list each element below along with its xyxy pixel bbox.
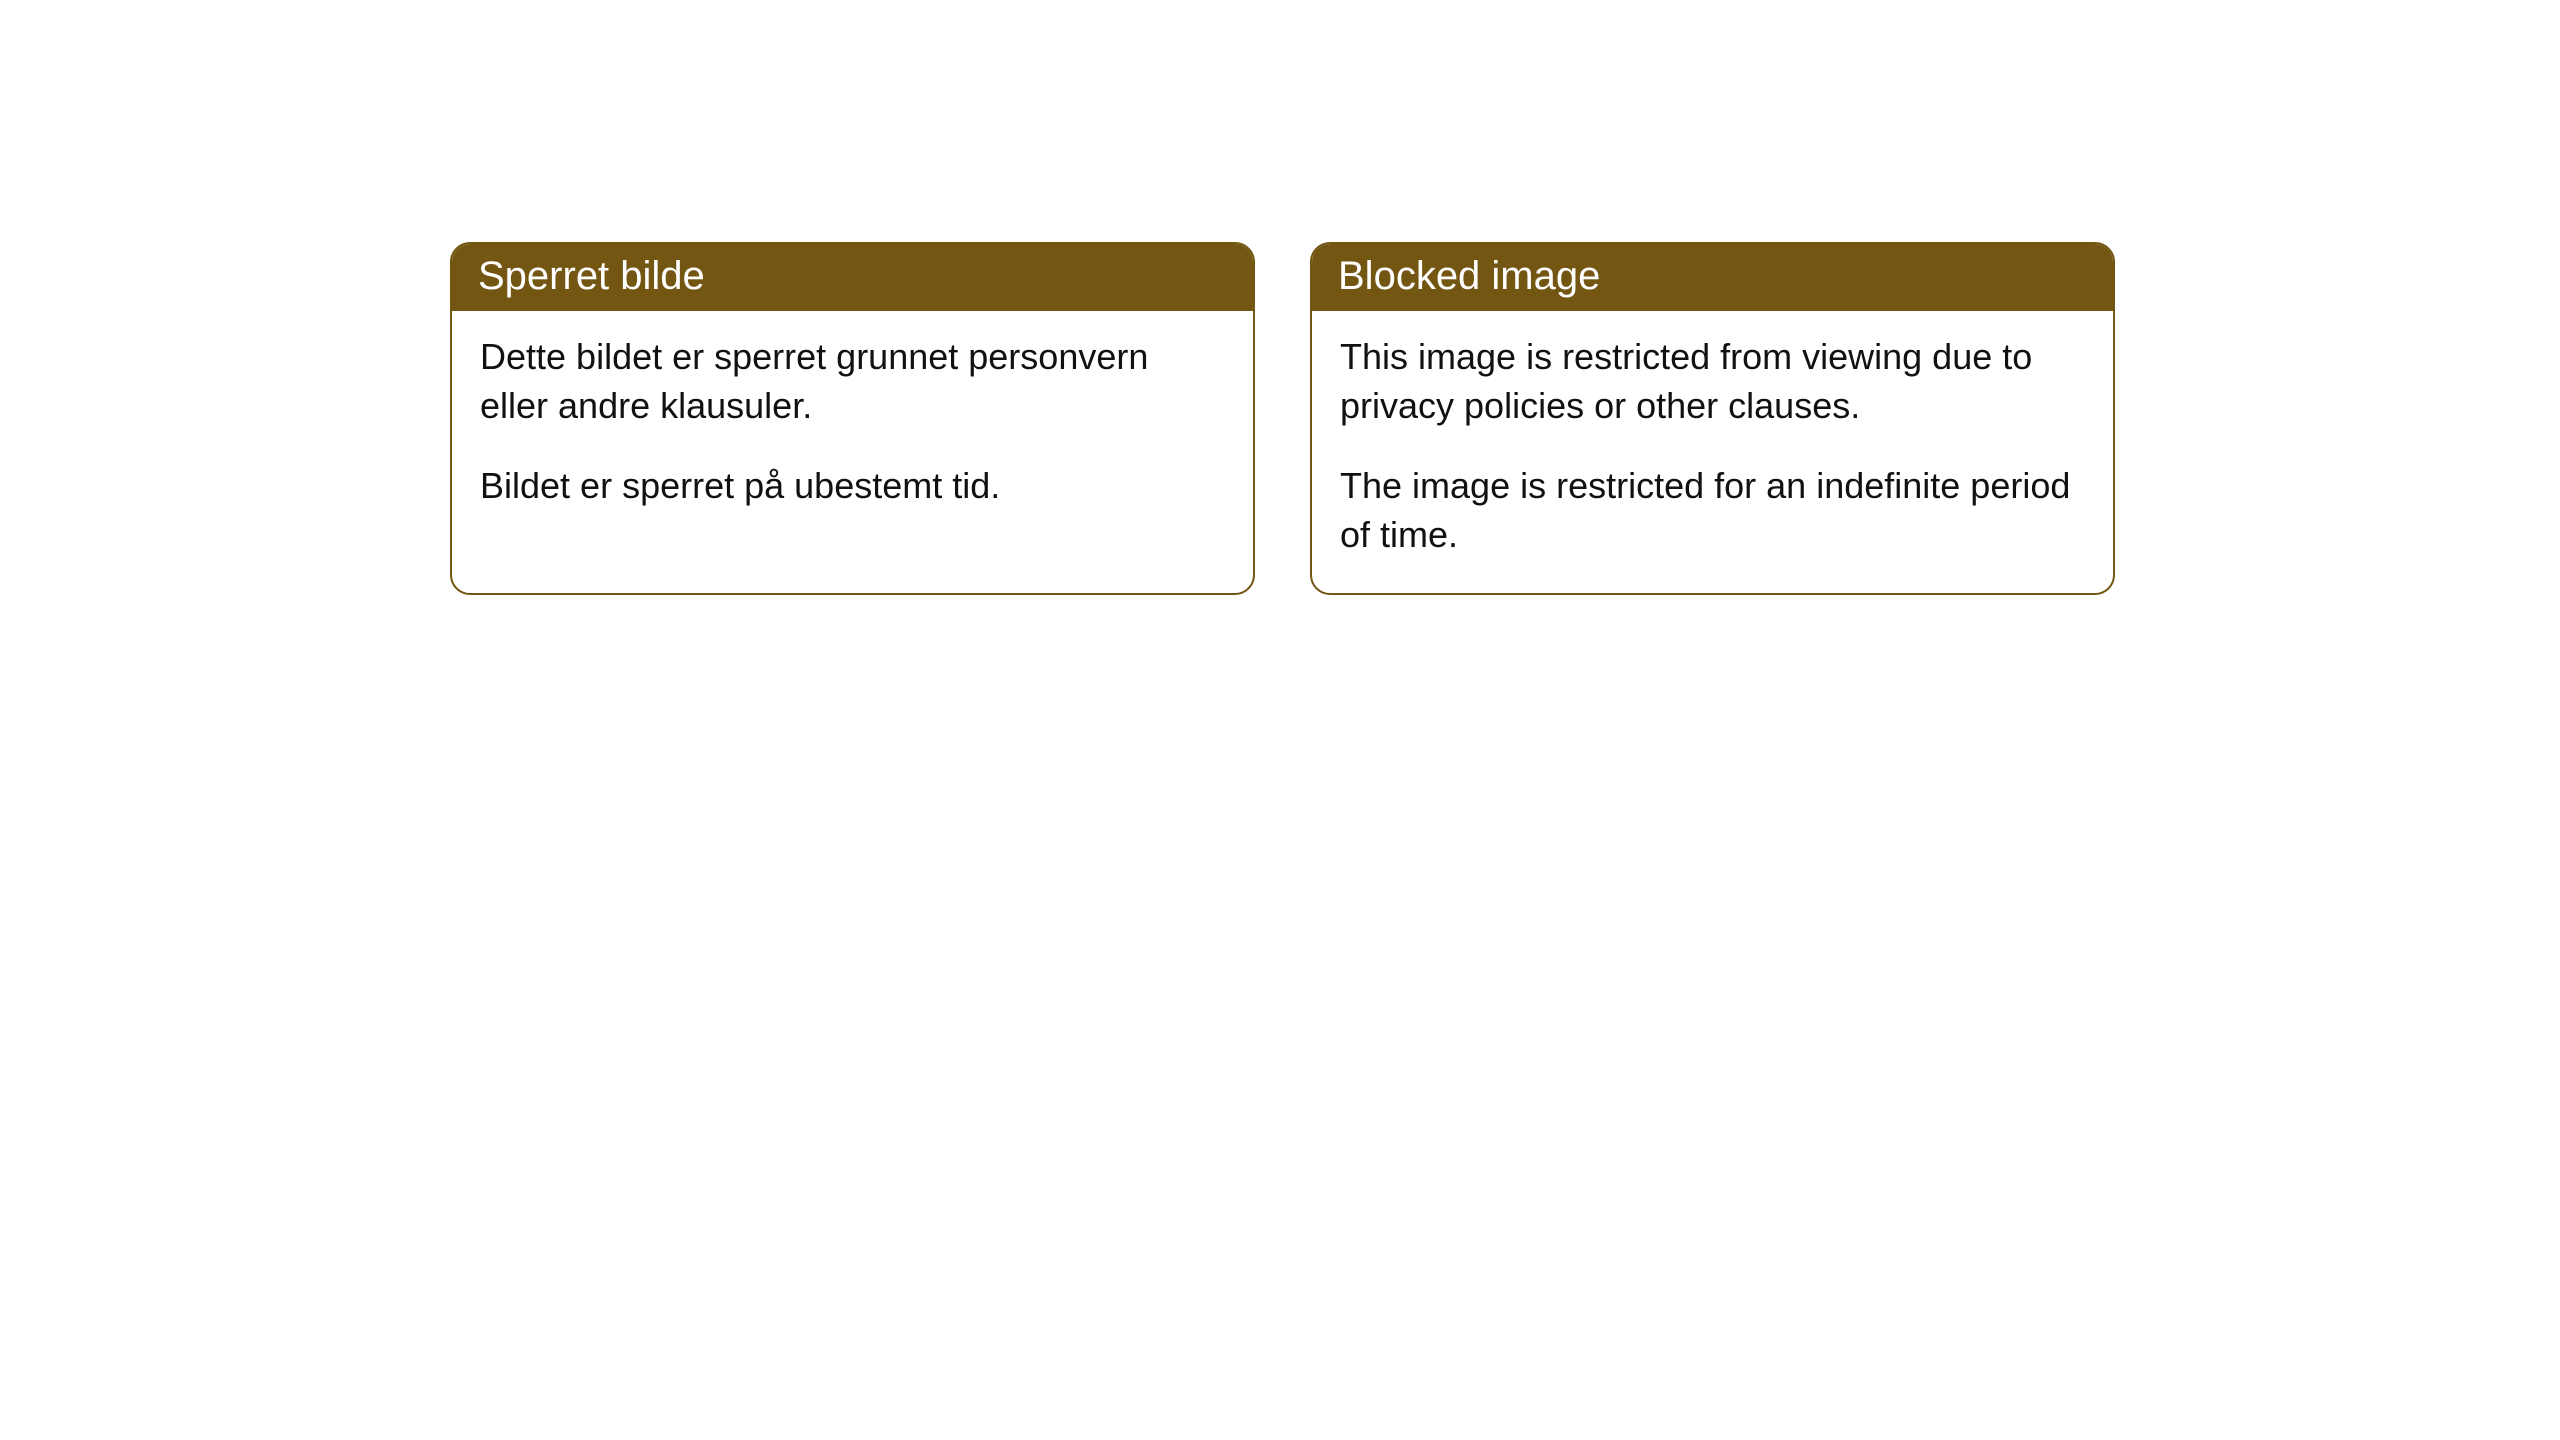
- card-paragraph: Dette bildet er sperret grunnet personve…: [480, 333, 1225, 430]
- card-title: Blocked image: [1338, 254, 1600, 298]
- card-body: Dette bildet er sperret grunnet personve…: [452, 311, 1253, 545]
- card-body: This image is restricted from viewing du…: [1312, 311, 2113, 593]
- notice-card-container: Sperret bilde Dette bildet er sperret gr…: [0, 0, 2560, 595]
- card-title: Sperret bilde: [478, 254, 705, 298]
- card-header: Blocked image: [1312, 244, 2113, 311]
- blocked-image-card-norwegian: Sperret bilde Dette bildet er sperret gr…: [450, 242, 1255, 595]
- card-paragraph: This image is restricted from viewing du…: [1340, 333, 2085, 430]
- card-header: Sperret bilde: [452, 244, 1253, 311]
- card-paragraph: Bildet er sperret på ubestemt tid.: [480, 462, 1225, 511]
- blocked-image-card-english: Blocked image This image is restricted f…: [1310, 242, 2115, 595]
- card-paragraph: The image is restricted for an indefinit…: [1340, 462, 2085, 559]
